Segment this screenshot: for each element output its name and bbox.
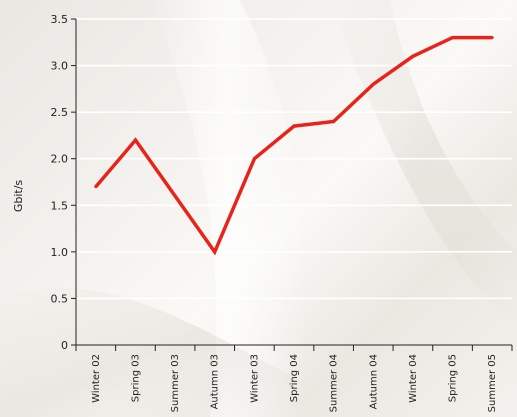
x-tick-labels: Winter 02 Spring 03 Summer 03 Autumn 03 Wint… (91, 354, 498, 412)
x-tick-label-2: Summer 03 (170, 354, 181, 412)
data-point-6 (332, 119, 336, 123)
data-point-5 (292, 124, 296, 128)
x-tick-label-10: Summer 05 (487, 354, 498, 412)
y-tick-label-0: 0 (61, 339, 68, 352)
data-point-10 (490, 36, 494, 40)
data-point-7 (371, 82, 375, 86)
y-tick-labels: 0 0.5 1.0 1.5 2.0 2.5 3.0 3.5 (51, 13, 69, 352)
y-tick-label-3: 1.5 (51, 199, 69, 212)
grid-lines (76, 18, 512, 300)
data-point-3 (213, 250, 217, 254)
data-point-9 (451, 36, 455, 40)
series-layer (94, 35, 494, 256)
data-point-1 (133, 138, 137, 142)
data-point-4 (252, 157, 256, 161)
x-tick-label-3: Autumn 03 (210, 354, 221, 409)
data-point-8 (411, 54, 415, 58)
x-tick-label-0: Winter 02 (91, 354, 102, 403)
x-tick-label-9: Spring 05 (448, 354, 459, 402)
x-tick-label-8: Winter 04 (408, 354, 419, 403)
x-tick-label-6: Summer 04 (329, 354, 340, 412)
data-point-2 (173, 194, 177, 198)
data-point-0 (94, 185, 98, 189)
y-tick-label-4: 2.0 (51, 153, 69, 166)
x-tick-label-7: Autumn 04 (368, 354, 379, 409)
x-tick-label-5: Spring 04 (289, 354, 300, 402)
y-tick-label-6: 3.0 (51, 60, 69, 73)
y-tick-label-1: 0.5 (51, 292, 69, 305)
y-tick-label-5: 2.5 (51, 106, 69, 119)
y-axis-title: Gbit/s (12, 180, 25, 213)
x-tick-label-4: Winter 03 (249, 354, 260, 403)
axes (71, 18, 513, 351)
y-tick-label-7: 3.5 (51, 13, 69, 26)
x-tick-label-1: Spring 03 (130, 354, 141, 402)
y-tick-label-2: 1.0 (51, 246, 69, 259)
